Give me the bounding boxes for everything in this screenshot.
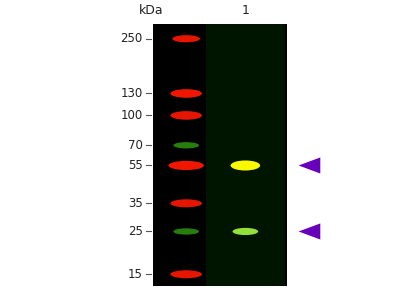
Ellipse shape bbox=[170, 199, 202, 207]
Ellipse shape bbox=[230, 160, 260, 170]
Polygon shape bbox=[299, 224, 320, 239]
Ellipse shape bbox=[232, 228, 258, 235]
Ellipse shape bbox=[173, 142, 199, 148]
Bar bbox=[153, 24, 287, 286]
Ellipse shape bbox=[173, 228, 199, 235]
Ellipse shape bbox=[170, 111, 202, 120]
Polygon shape bbox=[299, 158, 320, 173]
Text: 25: 25 bbox=[128, 225, 143, 238]
Bar bbox=[206, 24, 285, 286]
Ellipse shape bbox=[170, 89, 202, 98]
Text: 130: 130 bbox=[120, 87, 143, 100]
Ellipse shape bbox=[172, 35, 200, 42]
Text: 15: 15 bbox=[128, 268, 143, 281]
Text: 100: 100 bbox=[120, 109, 143, 122]
Text: 70: 70 bbox=[128, 139, 143, 152]
Text: kDa: kDa bbox=[138, 4, 163, 17]
Text: 250: 250 bbox=[120, 32, 143, 45]
Ellipse shape bbox=[168, 161, 204, 170]
Text: 55: 55 bbox=[128, 159, 143, 172]
Text: 1: 1 bbox=[242, 4, 249, 17]
Text: 35: 35 bbox=[128, 197, 143, 210]
Ellipse shape bbox=[170, 270, 202, 278]
